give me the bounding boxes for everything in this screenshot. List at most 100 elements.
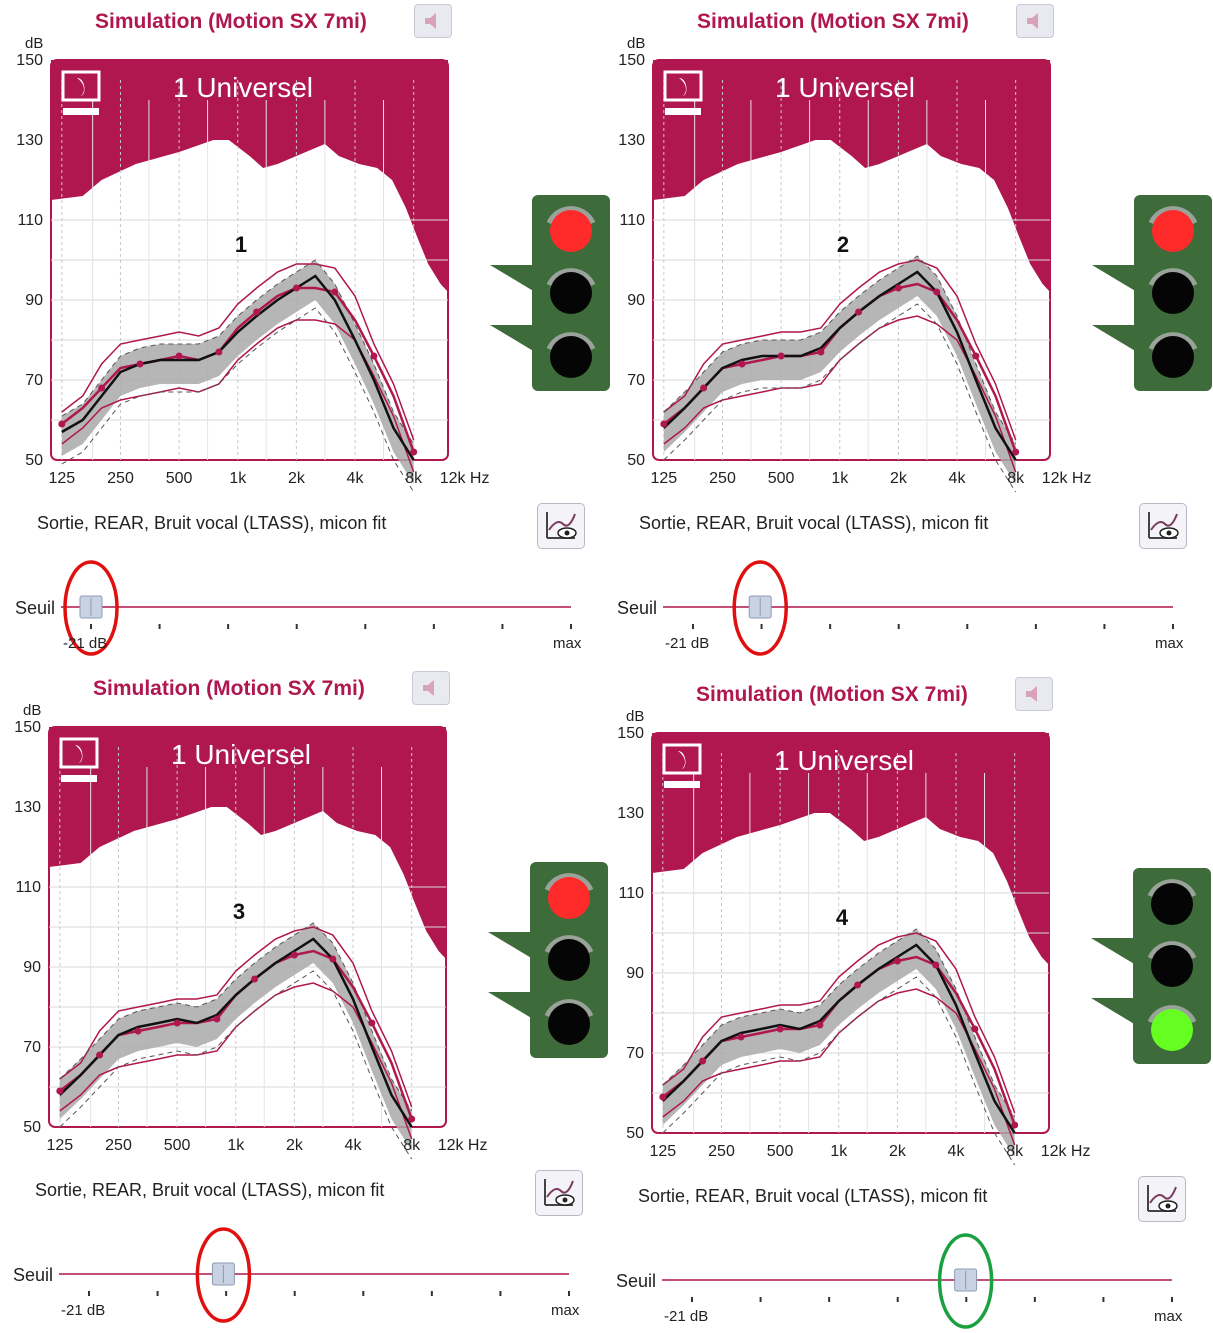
threshold-slider-row: Seuil -21 dB max [607,560,1207,656]
curve-view-icon [544,1179,575,1206]
slider-min-label: -21 dB [61,1302,106,1319]
slider-thumb[interactable] [211,1262,235,1286]
x-tick-label: 1k [227,1137,245,1154]
target-point [738,360,746,368]
measurement-description: Sortie, REAR, Bruit vocal (LTASS), micon… [639,513,989,533]
slider-thumb[interactable] [954,1268,978,1292]
threshold-slider[interactable] [3,1227,603,1323]
x-tick-label: 1k [229,470,247,487]
target-point [215,348,223,356]
y-tick-label: 150 [16,52,43,69]
slider-thumb[interactable] [79,595,103,619]
speaker-icon [423,680,434,696]
y-unit: dB [25,35,43,52]
ucl-region [652,733,1049,965]
target-point [56,1087,64,1095]
light-green [1152,336,1194,378]
target-upper [61,263,415,441]
target-point [971,1025,979,1033]
measurement-description: Sortie, REAR, Bruit vocal (LTASS), micon… [37,513,387,533]
curve-view-button[interactable] [1139,503,1187,549]
measured-curve [662,270,1017,461]
y-unit: dB [626,708,644,725]
y-tick-label: 50 [25,452,43,469]
x-tick-label: 12k Hz [438,1137,488,1154]
simulation-title: Simulation (Motion SX 7mi) [93,677,365,700]
threshold-slider[interactable] [607,560,1207,656]
panel-number: 4 [836,905,849,930]
x-tick-label: 500 [164,1137,191,1154]
y-tick-label: 150 [617,725,644,742]
x-tick-label: 125 [48,470,75,487]
threshold-slider-row: Seuil -21 dB max [606,1233,1206,1329]
speaker-icon [1026,686,1037,702]
target-point [408,1115,416,1123]
target-point [96,1051,104,1059]
simulation-title: Simulation (Motion SX 7mi) [95,10,367,33]
target-point [213,1015,221,1023]
y-tick-label: 110 [15,879,41,896]
light-red [1151,883,1193,925]
y-tick-label: 90 [626,965,644,982]
x-tick-label: 500 [768,470,795,487]
threshold-slider[interactable] [606,1233,1206,1329]
speaker-button[interactable] [412,671,450,705]
target-point [659,1093,667,1101]
y-tick-label: 70 [626,1045,644,1062]
y-tick-label: 130 [16,132,43,149]
target-point [660,420,668,428]
seuil-label: Seuil [15,598,56,618]
slider-max-label: max [1155,635,1184,652]
target-point [932,961,940,969]
speaker-button[interactable] [414,4,452,38]
y-tick-label: 90 [25,292,43,309]
curve-view-button[interactable] [1138,1176,1186,1222]
slider-thumb[interactable] [748,595,772,619]
speaker-button[interactable] [1016,4,1054,38]
curve-view-icon [1147,1185,1178,1212]
slider-max-label: max [551,1302,580,1319]
light-red [548,877,590,919]
target-point [816,1021,824,1029]
speaker-button[interactable] [1015,677,1053,711]
x-tick-label: 4k [949,470,967,487]
target-curve [61,286,415,453]
curve-view-icon [1148,512,1179,539]
target-point [933,288,941,296]
target-point [175,352,183,360]
y-tick-label: 130 [14,799,41,816]
y-tick-label: 130 [617,805,644,822]
slider-min-label: -21 dB [664,1308,709,1325]
norm-lower [59,970,413,1160]
program-name: 1 Universel [775,72,915,103]
y-unit: dB [23,702,41,719]
x-tick-label: 4k [347,470,365,487]
slider-min-label: -21 dB [665,635,710,652]
target-point [173,1019,181,1027]
target-point [854,981,862,989]
panel-number: 2 [837,232,849,257]
x-tick-label: 1k [830,1143,848,1160]
target-point [700,384,708,392]
x-tick-label: 250 [708,1143,735,1160]
target-point [1011,1121,1019,1129]
y-tick-label: 50 [23,1119,41,1136]
threshold-slider-row: Seuil -21 dB max [3,1227,603,1323]
x-tick-label: 12k Hz [1042,470,1092,487]
hearing-aid-icon [61,70,101,115]
curve-view-button[interactable] [537,503,585,549]
threshold-slider-row: Seuil -21 dB max [5,560,605,656]
target-point [855,308,863,316]
x-tick-label: 8k [403,1137,421,1154]
x-tick-label: 8k [405,470,423,487]
threshold-slider[interactable] [5,560,605,656]
x-tick-label: 250 [107,470,134,487]
program-name: 1 Universel [173,72,313,103]
curve-view-button[interactable] [535,1170,583,1216]
x-tick-label: 2k [889,1143,907,1160]
panel-number: 1 [235,232,247,257]
x-tick-label: 2k [286,1137,304,1154]
simulation-panel-1: Simulation (Motion SX 7mi) 1 Universel 1 dB… [5,0,610,660]
target-point [1012,448,1020,456]
target-point [58,420,66,428]
